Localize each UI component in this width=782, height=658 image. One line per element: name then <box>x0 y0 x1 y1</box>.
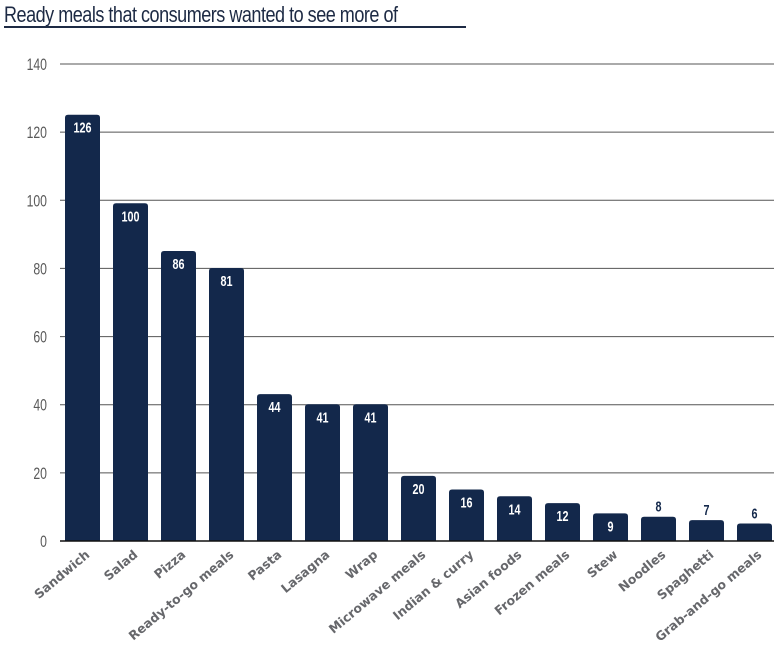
y-tick-label: 0 <box>40 533 47 551</box>
value-labels: 126 100 86 81 44 41 41 20 16 14 12 9 8 7 6 <box>74 119 758 535</box>
y-tick-label: 80 <box>33 261 47 279</box>
x-tick-label: Pizza <box>151 547 189 582</box>
bar-grab-and-go-meals <box>737 523 772 541</box>
value-label: 8 <box>655 498 661 515</box>
bar-pizza <box>161 250 196 541</box>
x-tick-label: Salad <box>101 547 141 584</box>
bar-sandwich <box>65 114 100 541</box>
y-axis-ticks: 0 20 40 60 80 100 120 140 <box>27 56 47 551</box>
value-label: 12 <box>557 507 569 524</box>
bar-ready-to-go-meals <box>209 268 244 541</box>
x-tick-label: Wrap <box>342 547 380 582</box>
bar-microwave-meals <box>401 475 436 541</box>
bar-salad <box>113 203 148 542</box>
y-tick-label: 140 <box>27 56 47 74</box>
chart-title: Ready meals that consumers wanted to see… <box>4 2 398 27</box>
bar-indian-curry <box>449 489 484 541</box>
y-tick-label: 20 <box>33 465 47 483</box>
title-underline <box>4 26 466 28</box>
value-label: 7 <box>703 501 709 518</box>
x-tick-label: Sandwich <box>31 547 92 602</box>
value-label: 14 <box>509 501 522 518</box>
value-label: 16 <box>461 494 473 511</box>
bar-frozen-meals <box>545 503 580 541</box>
y-tick-label: 60 <box>33 329 47 347</box>
value-label: 9 <box>607 518 613 535</box>
value-label: 126 <box>74 119 92 136</box>
y-tick-label: 120 <box>27 124 47 142</box>
value-label: 41 <box>365 409 377 426</box>
x-tick-label: Pasta <box>245 547 285 584</box>
value-label: 81 <box>221 272 233 289</box>
bar-asian-foods <box>497 496 532 541</box>
value-label: 41 <box>317 409 329 426</box>
x-tick-label: Lasagna <box>278 547 333 596</box>
bar-pasta <box>257 394 292 541</box>
value-label: 86 <box>173 255 185 272</box>
y-tick-label: 100 <box>27 193 47 211</box>
value-label: 6 <box>751 505 757 522</box>
value-label: 44 <box>269 398 282 415</box>
bar-stew <box>593 513 628 541</box>
value-label: 100 <box>122 208 140 225</box>
bars <box>65 114 772 542</box>
x-tick-label: Indian & curry <box>390 547 477 623</box>
bar-lasagna <box>305 404 340 541</box>
bar-noodles <box>641 516 676 541</box>
y-tick-label: 40 <box>33 397 47 415</box>
bar-wrap <box>353 404 388 541</box>
value-label: 20 <box>413 480 425 497</box>
bar-spaghetti <box>689 520 724 541</box>
x-tick-label: Stew <box>584 547 621 581</box>
